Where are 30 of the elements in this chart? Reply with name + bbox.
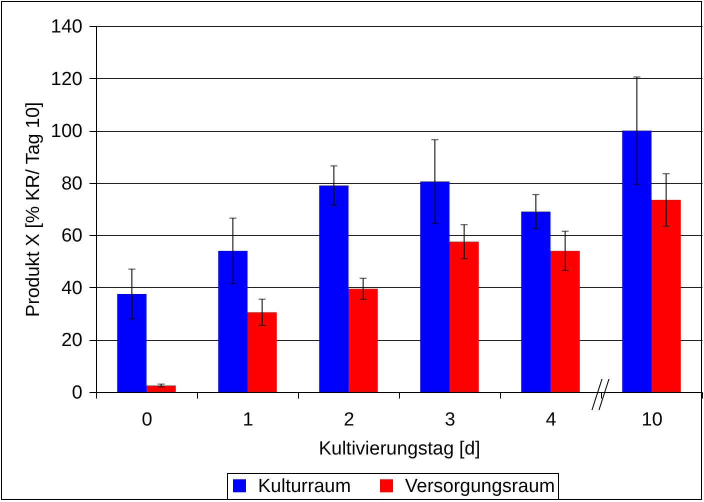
bar bbox=[622, 130, 652, 392]
y-tick-label: 0 bbox=[72, 382, 82, 404]
bar bbox=[450, 242, 479, 392]
bar bbox=[146, 385, 176, 392]
y-axis-title: Produkt X [% KR/ Tag 10] bbox=[22, 102, 44, 318]
bar bbox=[248, 312, 277, 392]
legend-label: Kulturraum bbox=[258, 476, 351, 497]
bar bbox=[319, 185, 348, 392]
y-tick-label: 80 bbox=[61, 173, 82, 194]
y-tick-label: 60 bbox=[61, 226, 82, 247]
bar bbox=[348, 288, 378, 392]
legend-label: Versorgungsraum bbox=[405, 476, 555, 497]
bar bbox=[117, 294, 146, 392]
x-tick-label: 2 bbox=[344, 410, 354, 430]
bar bbox=[218, 250, 248, 392]
bar bbox=[550, 250, 580, 392]
y-tick-label: 100 bbox=[50, 121, 82, 142]
x-tick-label: 0 bbox=[142, 410, 152, 430]
bar bbox=[521, 212, 550, 392]
x-axis-title: Kultivierungstag [d] bbox=[318, 438, 480, 460]
bar bbox=[420, 182, 450, 392]
y-tick-label: 120 bbox=[50, 68, 82, 90]
y-tick-label: 40 bbox=[61, 278, 82, 299]
y-tick-label: 20 bbox=[61, 330, 82, 352]
x-tick-label: 1 bbox=[242, 410, 254, 430]
x-tick-label: 4 bbox=[546, 410, 557, 430]
x-tick-label: 10 bbox=[641, 410, 663, 430]
x-tick-label: 3 bbox=[444, 410, 456, 430]
bar bbox=[652, 200, 681, 392]
y-tick-label: 140 bbox=[50, 16, 82, 38]
